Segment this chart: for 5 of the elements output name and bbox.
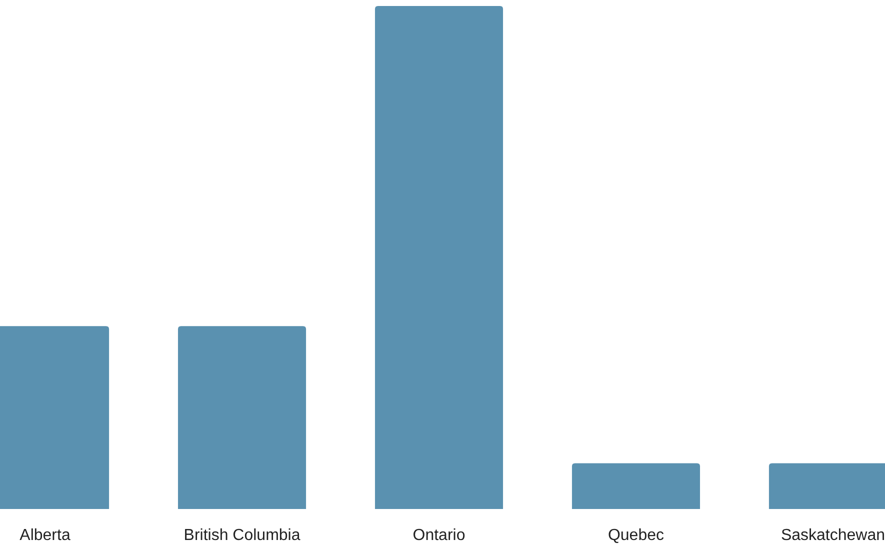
x-tick-label: Alberta <box>20 527 70 544</box>
x-tick-label: British Columbia <box>184 527 300 544</box>
x-tick-label: Saskatchewan <box>780 527 885 544</box>
x-tick-label: Ontario <box>412 527 466 544</box>
x-tick-label: Quebec <box>608 527 664 544</box>
